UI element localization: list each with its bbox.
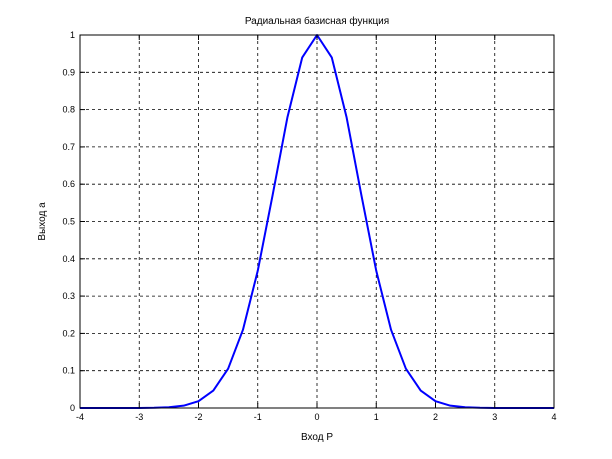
x-tick-label: -1 — [254, 412, 262, 422]
x-tick-label: -2 — [194, 412, 202, 422]
y-tick-label: 0.8 — [62, 105, 75, 115]
y-tick-label: 0.6 — [62, 179, 75, 189]
tick-marks — [79, 34, 555, 409]
y-tick-label: 0 — [70, 403, 75, 413]
y-tick-labels: 0 0.1 0.2 0.3 0.4 0.5 0.6 0.7 0.8 0.9 1 — [62, 30, 75, 413]
y-tick-label: 0.5 — [62, 217, 75, 227]
y-tick-label: 0.1 — [62, 366, 75, 376]
x-tick-label: 1 — [374, 412, 379, 422]
y-axis-label: Выход a — [37, 202, 48, 241]
x-tick-label: 2 — [433, 412, 438, 422]
x-tick-label: 4 — [551, 412, 556, 422]
x-tick-label: 0 — [314, 412, 319, 422]
x-tick-label: -3 — [135, 412, 143, 422]
x-axis-label: Вход P — [301, 432, 333, 443]
y-tick-label: 0.2 — [62, 328, 75, 338]
y-tick-label: 0.4 — [62, 254, 75, 264]
x-tick-labels: -4 -3 -2 -1 0 1 2 3 4 — [76, 412, 557, 422]
x-tick-label: -4 — [76, 412, 84, 422]
y-tick-label: 0.7 — [62, 142, 75, 152]
y-tick-label: 1 — [70, 30, 75, 40]
grid-lines — [80, 35, 554, 408]
y-tick-label: 0.9 — [62, 67, 75, 77]
y-tick-label: 0.3 — [62, 291, 75, 301]
x-tick-label: 3 — [492, 412, 497, 422]
chart-title: Радиальная базисная функция — [245, 15, 389, 27]
